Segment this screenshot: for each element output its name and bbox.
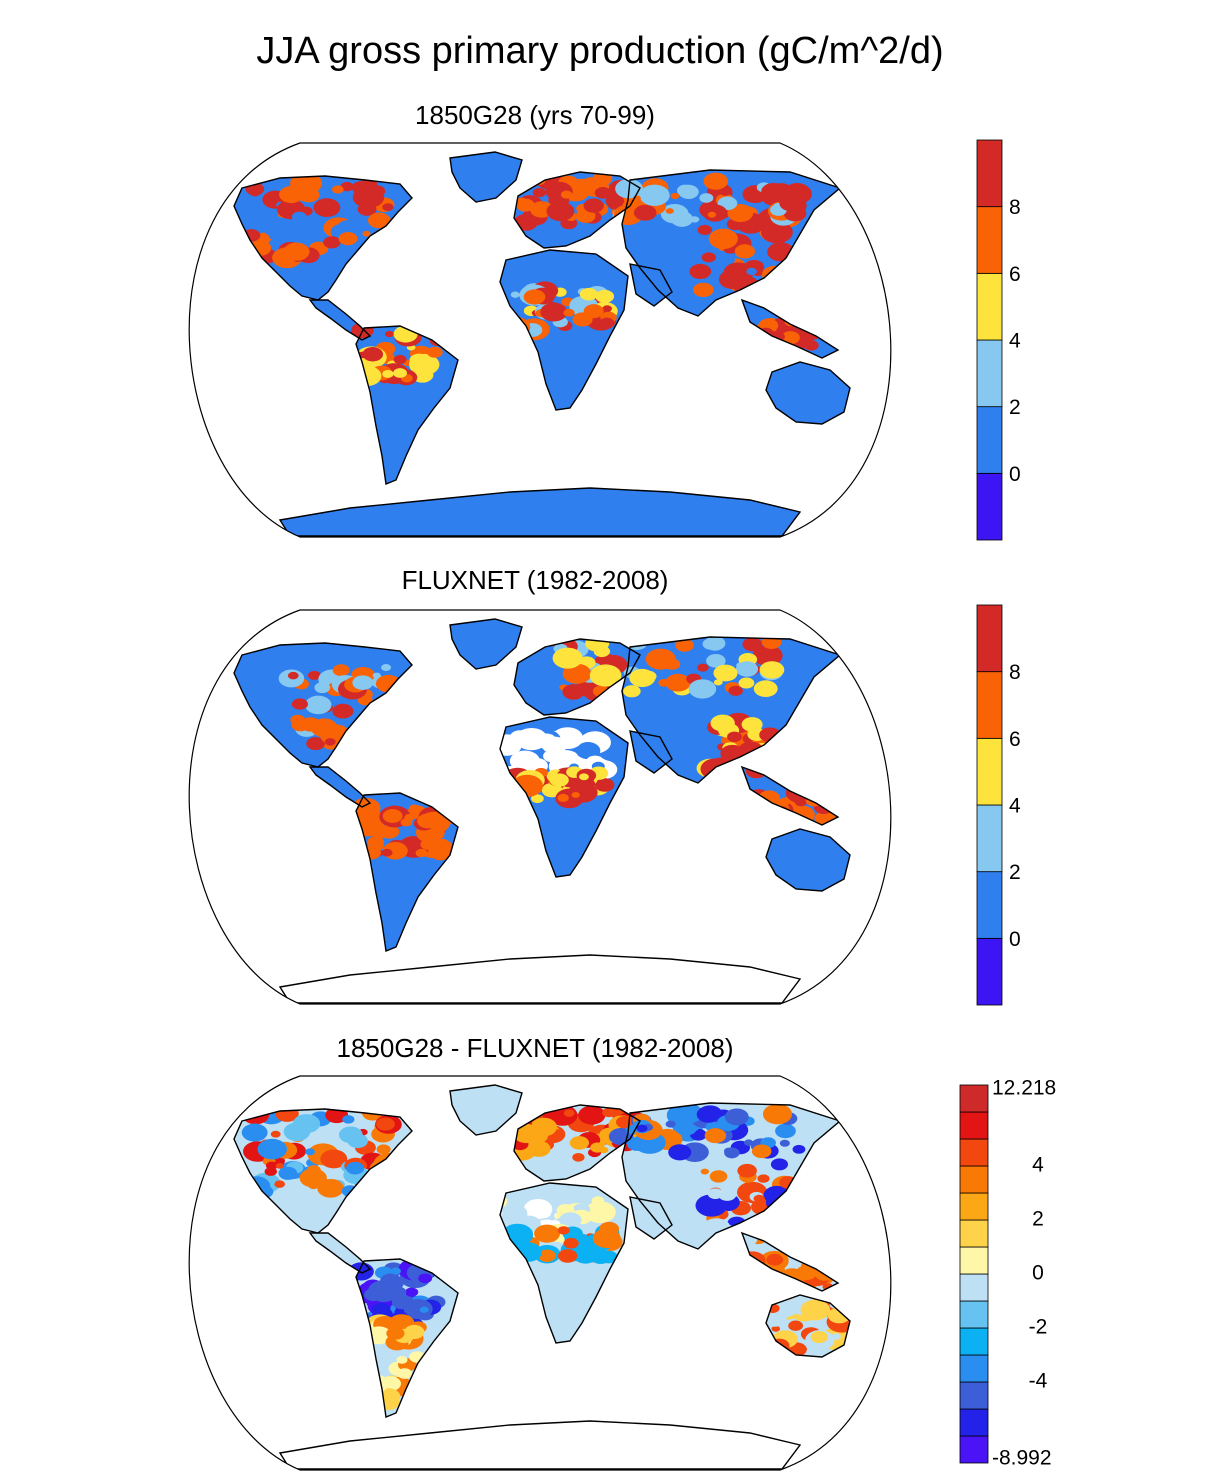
colorbar-swatch <box>959 1408 989 1437</box>
coastlines <box>233 151 851 537</box>
colorbar-swatch <box>959 1084 989 1113</box>
colorbar-label: 4 <box>1009 795 1021 818</box>
colorbar-obs: 0 2 4 6 8 <box>976 604 1021 1006</box>
colorbar-swatch <box>976 671 1003 739</box>
continent-centralAmerica <box>310 767 370 807</box>
colorbar-label: 12.218 <box>992 1077 1056 1100</box>
coastlines <box>233 1084 851 1470</box>
panel-title-diff: 1850G28 - FLUXNET (1982-2008) <box>336 1033 734 1063</box>
continent-antarctica <box>280 955 800 1003</box>
land-fill <box>234 152 850 536</box>
globe-outline <box>188 1075 892 1471</box>
colorbar-swatch <box>959 1327 989 1356</box>
coastlines <box>233 618 851 1004</box>
land-fill <box>234 1085 850 1469</box>
map-diff <box>188 1075 892 1471</box>
colorbar-swatch <box>976 206 1003 274</box>
continent-greenland <box>450 152 522 202</box>
colorbar-label: 8 <box>1009 196 1021 219</box>
colorbar-swatch <box>976 139 1003 208</box>
colorbar-diff: 12.218 4 2 0 -2 -4 -8.992 <box>959 1077 1056 1470</box>
colorbar-swatch <box>959 1111 989 1140</box>
figure-title: JJA gross primary production (gC/m^2/d) <box>256 30 944 72</box>
colorbar-label: 2 <box>1009 861 1021 884</box>
map-model <box>188 142 892 538</box>
colorbar-label: 2 <box>1009 396 1021 419</box>
colorbar-swatch <box>976 272 1003 341</box>
colorbar-swatch <box>976 339 1003 408</box>
colorbar-swatch <box>976 737 1003 806</box>
land-fill <box>234 619 850 1003</box>
colorbar-swatch <box>959 1219 989 1248</box>
map-obs <box>188 609 892 1005</box>
continent-arabia <box>630 264 672 306</box>
continent-arabia <box>630 1197 672 1239</box>
continent-centralAmerica <box>310 1233 370 1273</box>
colorbar-label: -4 <box>1029 1370 1048 1393</box>
colorbar-swatch <box>976 604 1003 673</box>
colorbar-swatch <box>959 1435 989 1464</box>
colorbar-label: 4 <box>1032 1154 1044 1177</box>
colorbar-label: 0 <box>1009 928 1021 951</box>
globe-outline <box>188 609 892 1005</box>
colorbar-label: 8 <box>1009 661 1021 684</box>
colorbar-swatch <box>959 1354 989 1383</box>
colorbar-label: 6 <box>1009 728 1021 751</box>
colorbar-swatch <box>959 1138 989 1167</box>
colorbar-swatch <box>959 1192 989 1221</box>
colorbar-label: 6 <box>1009 263 1021 286</box>
colorbar-label: 2 <box>1032 1208 1044 1231</box>
continent-greenland <box>450 619 522 669</box>
panel-title-model: 1850G28 (yrs 70-99) <box>415 100 655 130</box>
continent-antarctica <box>280 1421 800 1469</box>
colorbar-swatch <box>976 871 1003 939</box>
continent-arabia <box>630 731 672 773</box>
globe-outline <box>188 142 892 538</box>
colorbar-swatch <box>959 1273 989 1302</box>
colorbar-label: 0 <box>1009 463 1021 486</box>
continent-antarctica <box>280 488 800 536</box>
colorbar-swatch <box>976 472 1003 541</box>
colorbar-swatch <box>959 1381 989 1410</box>
colorbar-swatch <box>959 1300 989 1329</box>
continent-australia <box>766 362 850 424</box>
colorbar-swatch <box>976 406 1003 474</box>
colorbar-label: -2 <box>1029 1316 1048 1339</box>
colorbar-label: -8.992 <box>992 1447 1052 1470</box>
colorbar-swatch <box>976 937 1003 1006</box>
colorbar-label: 4 <box>1009 330 1021 353</box>
colorbar-swatch <box>976 804 1003 873</box>
continent-australia <box>766 829 850 891</box>
colorbar-swatch <box>959 1246 989 1275</box>
colorbar-model: 0 2 4 6 8 <box>976 139 1021 541</box>
colorbar-swatch <box>959 1165 989 1194</box>
colorbar-label: 0 <box>1032 1262 1044 1285</box>
panel-title-obs: FLUXNET (1982-2008) <box>401 565 669 595</box>
continent-asia <box>622 637 840 783</box>
continent-greenland <box>450 1085 522 1135</box>
